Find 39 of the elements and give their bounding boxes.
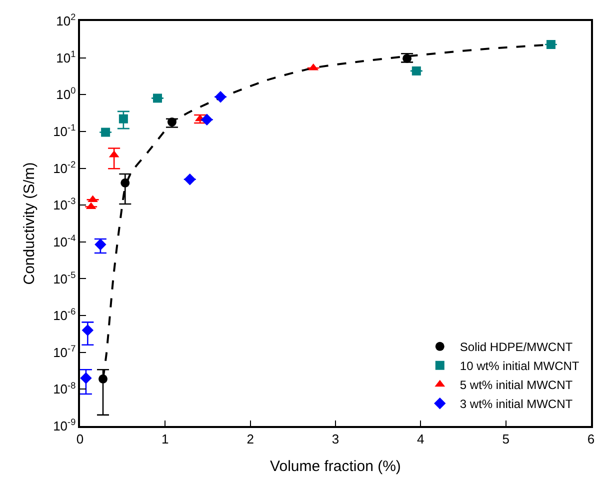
point (546, 40, 556, 49)
y-tick-label: 10$^{-8}$ (53, 380, 76, 397)
point (98, 374, 108, 384)
x-tick-label: 2 (246, 431, 254, 446)
x-axis-title: Volume fraction (%) (270, 458, 401, 475)
x-tick-label: 5 (502, 431, 510, 446)
y-tick-label: 10$^{-6}$ (53, 306, 76, 324)
y-tick-label: 10$^{0}$ (56, 86, 76, 102)
point (120, 178, 130, 188)
point (184, 174, 196, 186)
y-tick-label: 10$^{2}$ (56, 12, 76, 29)
y-tick-label: 10$^{-7}$ (53, 343, 76, 360)
point (167, 118, 176, 127)
legend-label: 10 wt% initial MWCNT (460, 359, 580, 374)
y-tick-label: 10$^{-9}$ (53, 417, 76, 434)
point (118, 114, 128, 124)
x-tick-label: 0 (76, 431, 84, 446)
x-tick-label: 4 (417, 431, 424, 446)
legend-label: Solid HDPE/MWCNT (460, 340, 574, 354)
y-tick-label: 10$^{-5}$ (53, 270, 76, 286)
x-tick-label: 1 (162, 431, 169, 446)
point (412, 66, 421, 76)
legend-label: 5 wt% initial MWCNT (460, 378, 574, 392)
point (82, 324, 94, 336)
y-tick-label: 10$^{-4}$ (53, 233, 76, 250)
legend-label: 3 wt% initial MWCNT (460, 397, 574, 412)
point (80, 372, 92, 384)
x-tick-label: 3 (332, 431, 340, 446)
y-tick-label: 10$^{-2}$ (53, 159, 76, 176)
point (201, 114, 213, 126)
y-tick-label: 10$^{-1}$ (53, 122, 76, 139)
point (94, 238, 106, 250)
y-tick-label: 10$^{1}$ (56, 48, 76, 66)
point (214, 91, 226, 103)
point (153, 94, 162, 103)
y-tick-label: 10$^{-3}$ (53, 196, 76, 213)
y-axis-title: Conductivity (S/m) (20, 162, 38, 285)
x-tick-label: 6 (587, 431, 595, 446)
point (101, 128, 110, 137)
